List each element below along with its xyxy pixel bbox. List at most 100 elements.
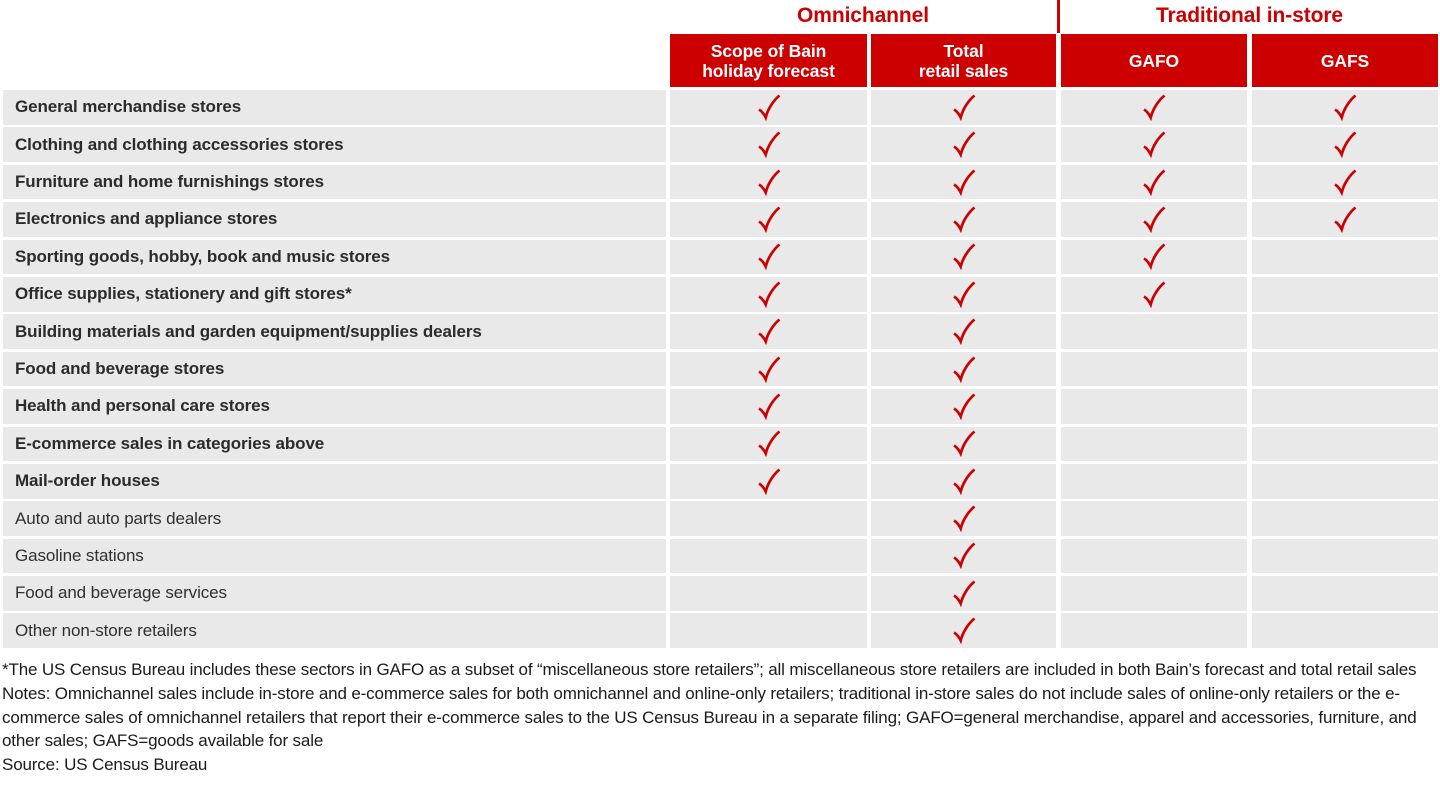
footnote-asterisk: *The US Census Bureau includes these sec…	[2, 660, 1417, 679]
column-header-line: Scope of Bain	[710, 40, 827, 61]
red-checkmark-icon	[1143, 131, 1166, 159]
check-cell	[1252, 576, 1438, 611]
table-row: Electronics and appliance stores	[0, 202, 1440, 237]
check-cell	[670, 576, 867, 611]
check-cell	[1252, 426, 1438, 462]
row-label: General merchandise stores	[3, 90, 666, 125]
check-cell	[1061, 613, 1247, 649]
column-group-header-row: Omnichannel Traditional in-store	[0, 0, 1440, 33]
check-cell	[871, 538, 1056, 574]
check-cell	[1061, 351, 1247, 387]
column-header-total-retail-sales: Total retail sales	[871, 34, 1056, 87]
table-row: Office supplies, stationery and gift sto…	[0, 276, 1440, 312]
check-cell	[1252, 613, 1438, 649]
footnote-notes: Notes: Omnichannel sales include in-stor…	[2, 683, 1417, 751]
column-header-line: Total	[943, 40, 984, 61]
column-header-row: Scope of Bain holiday forecast Total retail…	[0, 34, 1440, 87]
check-cell	[1252, 314, 1438, 349]
row-label: Food and beverage services	[3, 576, 666, 611]
red-checkmark-icon	[952, 355, 975, 383]
table-row: Gasoline stations	[0, 538, 1440, 574]
check-cell	[1252, 127, 1438, 162]
group-header-traditional-in-store: Traditional in-store	[1155, 4, 1344, 27]
table-row: Health and personal care stores	[0, 389, 1440, 424]
red-checkmark-icon	[952, 542, 975, 570]
check-cell	[670, 276, 867, 312]
red-checkmark-icon	[1143, 206, 1166, 234]
row-label: Food and beverage stores	[3, 351, 666, 387]
red-checkmark-icon	[1143, 169, 1166, 196]
check-cell	[1252, 501, 1438, 536]
check-cell	[1061, 538, 1247, 574]
check-cell	[871, 202, 1056, 237]
check-cell	[1061, 202, 1247, 237]
red-checkmark-icon	[1334, 131, 1357, 159]
table-row: Auto and auto parts dealers	[0, 501, 1440, 536]
check-cell	[871, 463, 1056, 499]
red-checkmark-icon	[757, 169, 780, 196]
table-row: E-commerce sales in categories above	[0, 426, 1440, 462]
check-cell	[670, 351, 867, 387]
red-checkmark-icon	[952, 206, 975, 234]
check-cell	[1061, 127, 1247, 162]
row-label: Gasoline stations	[3, 538, 666, 574]
check-cell	[1061, 164, 1247, 200]
row-label: Building materials and garden equipment/…	[3, 314, 666, 349]
red-checkmark-icon	[1143, 243, 1166, 271]
row-label: Auto and auto parts dealers	[3, 501, 666, 536]
red-checkmark-icon	[952, 243, 975, 271]
red-checkmark-icon	[952, 393, 975, 421]
check-cell	[871, 164, 1056, 200]
check-cell	[871, 351, 1056, 387]
table-row: Food and beverage stores	[0, 351, 1440, 387]
table-row: Mail-order houses	[0, 463, 1440, 499]
red-checkmark-icon	[757, 243, 780, 271]
table-row: Sporting goods, hobby, book and music st…	[0, 239, 1440, 275]
red-checkmark-icon	[952, 580, 975, 608]
red-checkmark-icon	[1143, 281, 1166, 309]
check-cell	[1252, 202, 1438, 237]
check-cell	[1252, 90, 1438, 125]
red-checkmark-icon	[952, 430, 975, 458]
red-checkmark-icon	[1334, 94, 1357, 122]
check-cell	[1061, 276, 1247, 312]
check-cell	[1252, 164, 1438, 200]
red-checkmark-icon	[952, 505, 975, 533]
check-cell	[871, 127, 1056, 162]
footnotes: *The US Census Bureau includes these sec…	[2, 658, 1438, 777]
red-checkmark-icon	[757, 430, 780, 458]
check-cell	[1061, 314, 1247, 349]
table-row: Other non-store retailers	[0, 613, 1440, 649]
check-cell	[1061, 576, 1247, 611]
table-body: General merchandise stores Clothing and c…	[0, 90, 1440, 651]
check-cell	[670, 314, 867, 349]
check-cell	[1252, 351, 1438, 387]
red-checkmark-icon	[757, 131, 780, 159]
check-cell	[1061, 239, 1247, 275]
column-header-line: GAFO	[1128, 50, 1180, 71]
check-cell	[670, 90, 867, 125]
row-label: Health and personal care stores	[3, 389, 666, 424]
red-checkmark-icon	[952, 131, 975, 159]
column-header-line: holiday forecast	[702, 60, 835, 81]
table-row: General merchandise stores	[0, 90, 1440, 125]
row-label: Other non-store retailers	[3, 613, 666, 649]
table-row: Food and beverage services	[0, 576, 1440, 611]
check-cell	[670, 202, 867, 237]
table-row: Furniture and home furnishings stores	[0, 164, 1440, 200]
check-cell	[1252, 389, 1438, 424]
check-cell	[1061, 501, 1247, 536]
group-divider-line	[1057, 0, 1060, 33]
red-checkmark-icon	[952, 318, 975, 346]
column-header-line: retail sales	[918, 60, 1009, 81]
column-header-gafs: GAFS	[1252, 34, 1438, 87]
check-cell	[871, 613, 1056, 649]
check-cell	[871, 426, 1056, 462]
check-cell	[871, 389, 1056, 424]
row-label: Mail-order houses	[3, 463, 666, 499]
row-label: Electronics and appliance stores	[3, 202, 666, 237]
check-cell	[1061, 463, 1247, 499]
check-cell	[670, 538, 867, 574]
check-cell	[871, 501, 1056, 536]
